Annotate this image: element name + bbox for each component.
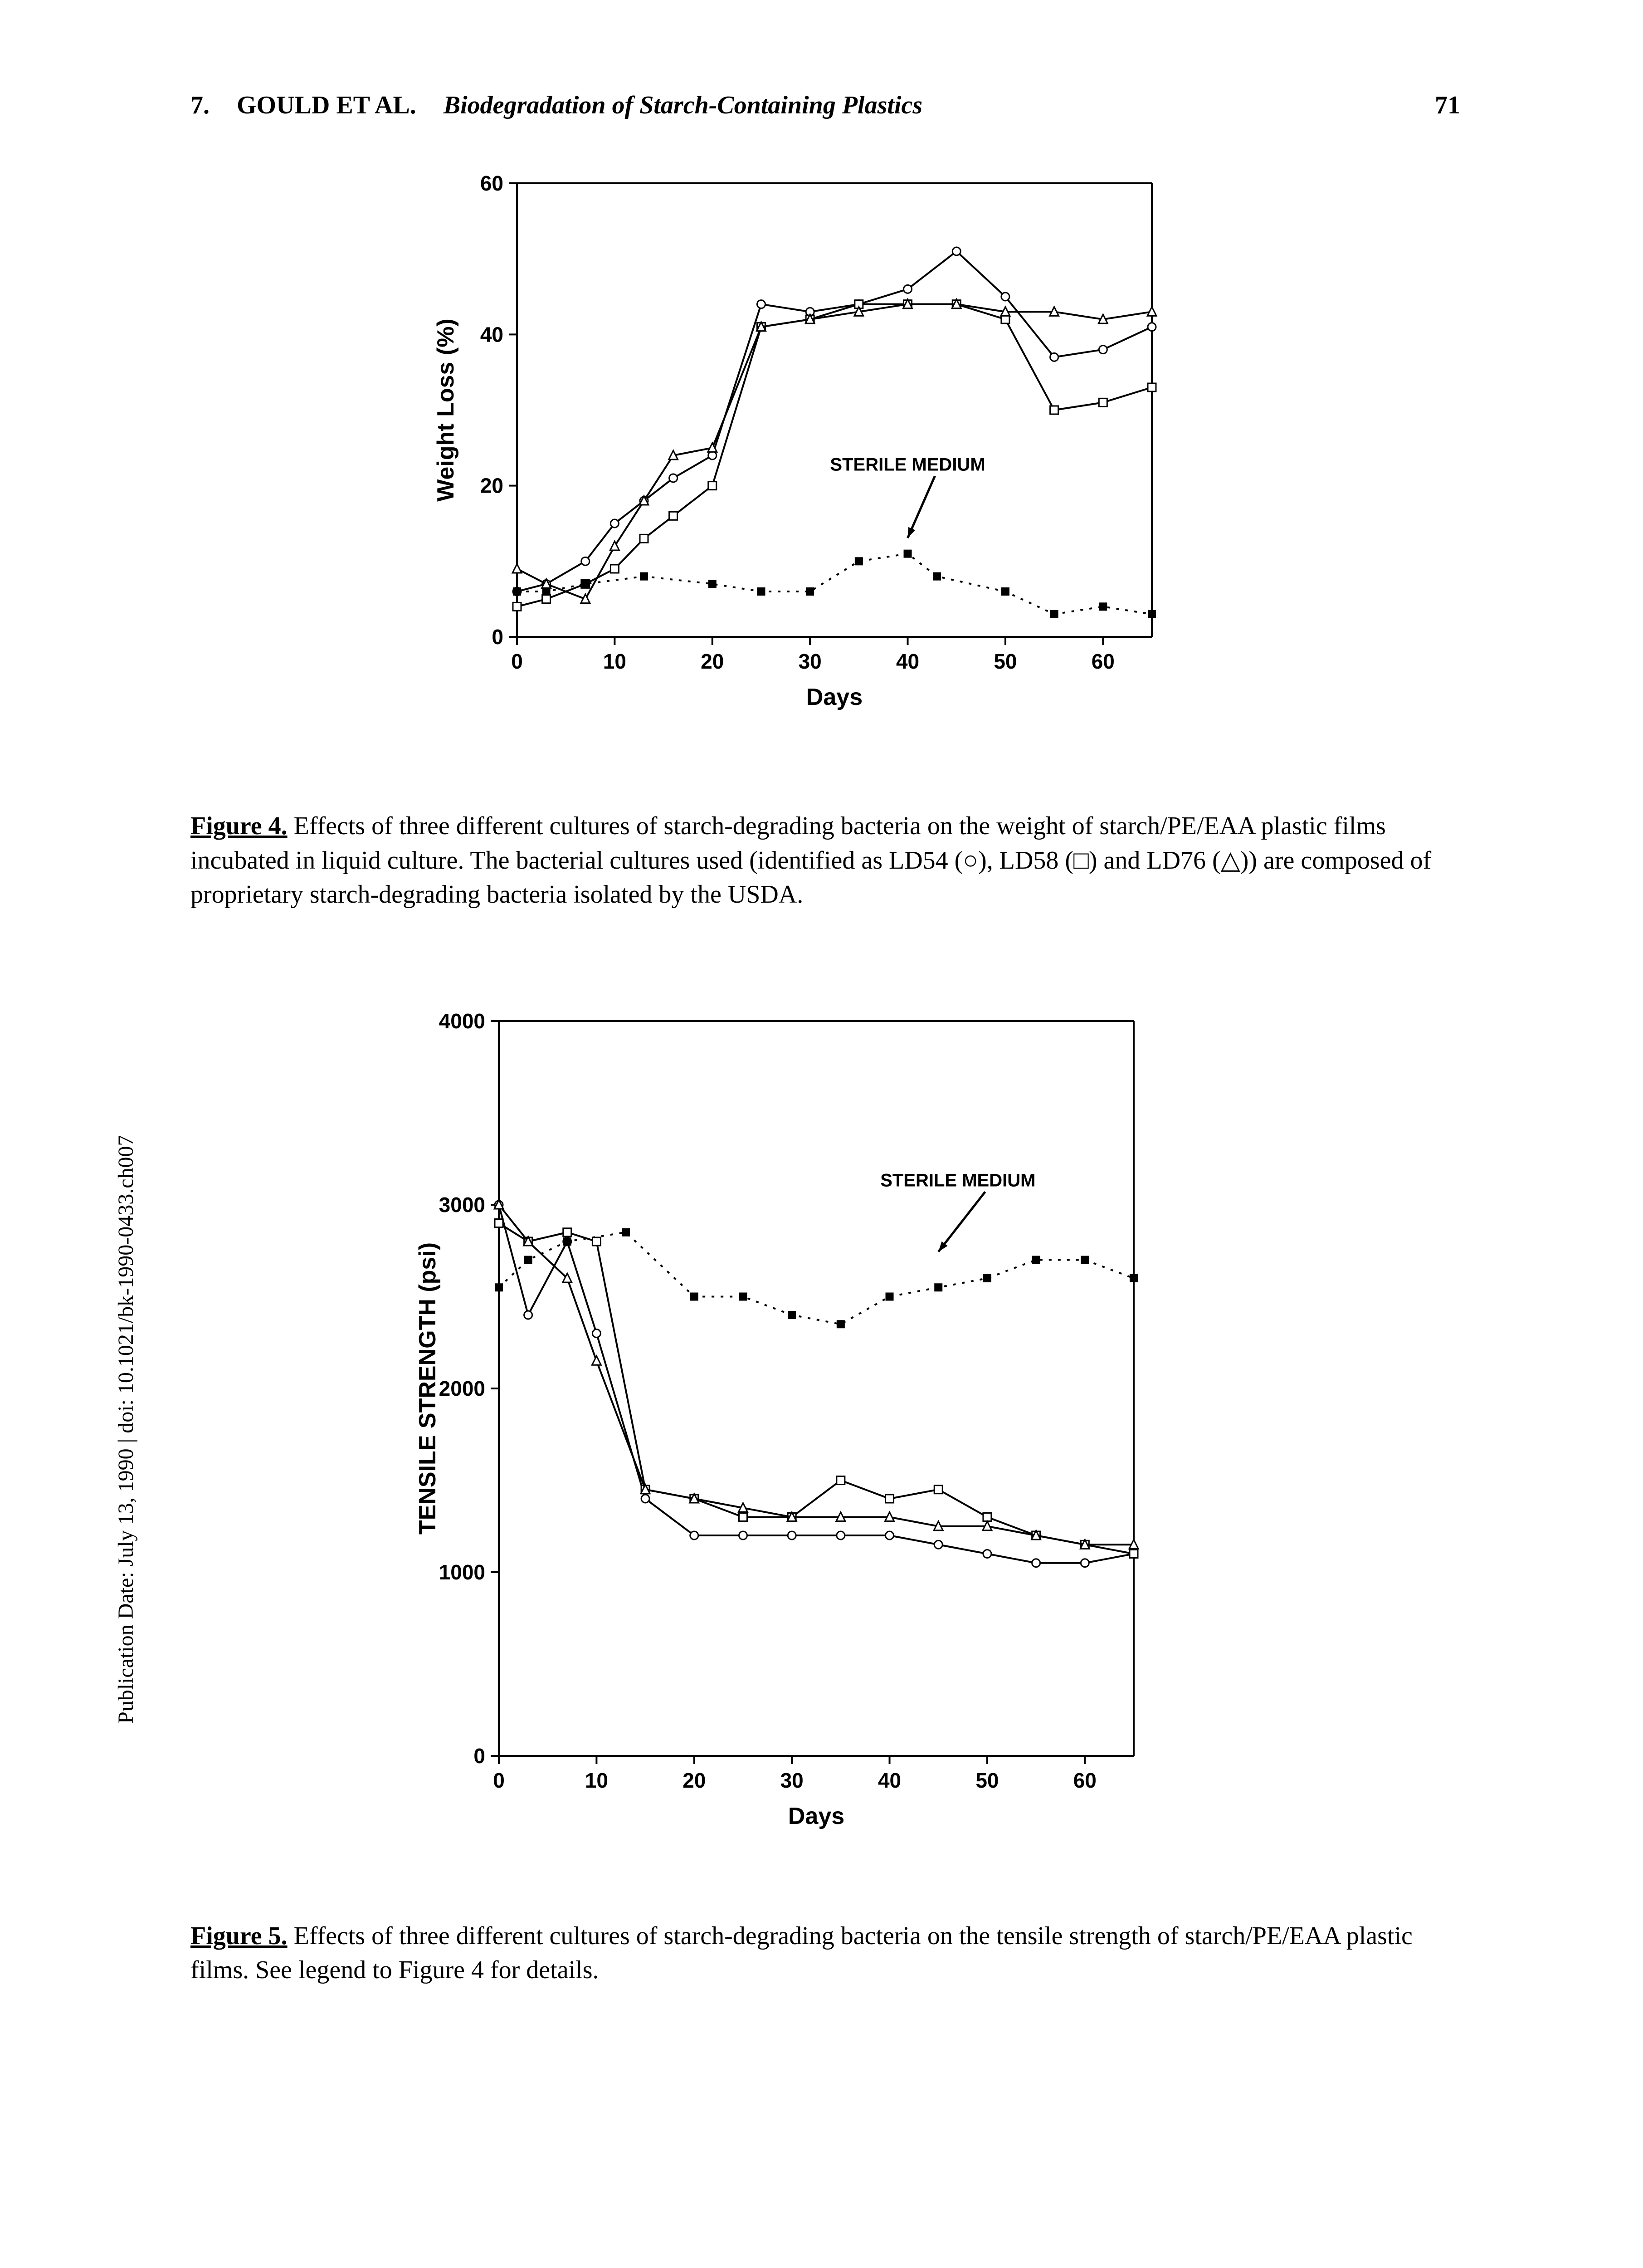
figure-4-block: 0 10 20 30 40 50 60 0 20 40 60 Days Weight Loss (%) S… (381, 156, 1460, 791)
svg-text:Weight Loss (%): Weight Loss (%) (433, 318, 459, 501)
svg-text:60: 60 (1092, 650, 1115, 673)
svg-text:TENSILE STRENGTH (psi): TENSILE STRENGTH (psi) (414, 1242, 441, 1535)
page-number: 71 (1435, 91, 1460, 120)
svg-text:2000: 2000 (439, 1377, 485, 1400)
chapter-number: 7. (190, 91, 210, 120)
running-header: 7. GOULD ET AL. Biodegradation of Starch… (190, 91, 1460, 120)
svg-text:40: 40 (480, 323, 503, 346)
svg-text:10: 10 (603, 650, 626, 673)
svg-text:Days: Days (806, 684, 863, 710)
svg-text:STERILE MEDIUM: STERILE MEDIUM (830, 455, 985, 474)
svg-text:60: 60 (480, 171, 503, 195)
svg-text:STERILE MEDIUM: STERILE MEDIUM (880, 1170, 1035, 1190)
svg-text:60: 60 (1073, 1769, 1097, 1792)
svg-text:40: 40 (896, 650, 919, 673)
svg-text:0: 0 (492, 625, 503, 649)
authors: GOULD ET AL. (237, 91, 416, 120)
svg-text:20: 20 (683, 1769, 706, 1792)
figure-4-caption-text: Effects of three different cultures of s… (190, 812, 1431, 909)
figure-4-label: Figure 4. (190, 812, 288, 840)
svg-text:50: 50 (975, 1769, 999, 1792)
figure-4-caption: Figure 4. Effects of three different cul… (190, 809, 1460, 912)
chapter-title: Biodegradation of Starch-Containing Plas… (444, 91, 1408, 120)
svg-text:Days: Days (788, 1803, 844, 1829)
svg-text:0: 0 (511, 650, 523, 673)
figure-4-chart: 0 10 20 30 40 50 60 0 20 40 60 Days Weight Loss (%) S… (381, 156, 1197, 791)
figure-5-label: Figure 5. (190, 1922, 288, 1950)
figure-5-caption: Figure 5. Effects of three different cul… (190, 1919, 1460, 1988)
svg-text:3000: 3000 (439, 1193, 485, 1217)
svg-text:20: 20 (701, 650, 724, 673)
svg-text:30: 30 (799, 650, 822, 673)
sidebar-citation: Publication Date: July 13, 1990 | doi: 1… (113, 1135, 138, 1724)
figure-5-chart: 0 10 20 30 40 50 60 0 1000 2000 3000 4000 Days TENSIL… (336, 994, 1197, 1901)
svg-text:1000: 1000 (439, 1560, 485, 1584)
figure-5-caption-text: Effects of three different cultures of s… (190, 1922, 1413, 1984)
figure-5-block: 0 10 20 30 40 50 60 0 1000 2000 3000 4000 Days TENSIL… (336, 994, 1460, 1901)
svg-text:20: 20 (480, 474, 503, 498)
svg-text:30: 30 (780, 1769, 804, 1792)
svg-text:10: 10 (585, 1769, 608, 1792)
svg-text:0: 0 (473, 1744, 485, 1768)
svg-text:4000: 4000 (439, 1009, 485, 1033)
svg-text:0: 0 (493, 1769, 505, 1792)
svg-text:40: 40 (878, 1769, 901, 1792)
svg-text:50: 50 (994, 650, 1017, 673)
